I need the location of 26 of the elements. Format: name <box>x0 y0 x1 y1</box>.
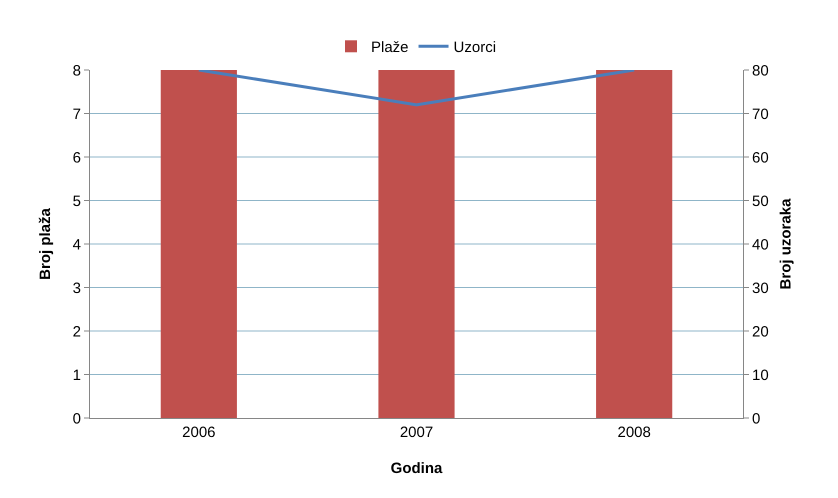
legend-label: Uzorci <box>454 39 496 56</box>
y-tick-label: 7 <box>72 106 81 123</box>
y2-tick-label: 30 <box>752 280 769 297</box>
y-tick-label: 4 <box>72 236 81 254</box>
y-tick-label: 8 <box>72 62 81 80</box>
y2-tick-label: 40 <box>752 236 769 254</box>
y-axis-title: Broj plaža <box>37 208 54 280</box>
y2-tick-label: 70 <box>752 106 769 123</box>
y2-tick-label: 50 <box>752 192 769 210</box>
y-tick-label: 3 <box>72 280 81 297</box>
y2-axis-title: Broj uzoraka <box>778 198 794 290</box>
y-tick-label: 2 <box>72 323 81 340</box>
x-tick-label: 2006 <box>182 424 216 441</box>
y2-tick-label: 80 <box>752 62 769 80</box>
y-tick-label: 5 <box>72 192 81 210</box>
y2-tick-label: 0 <box>752 410 760 428</box>
y2-tick-label: 20 <box>752 323 769 340</box>
x-tick-label: 2007 <box>400 424 434 441</box>
y-tick-label: 0 <box>72 410 81 428</box>
y-tick-label: 1 <box>72 366 81 384</box>
y-tick-label: 6 <box>72 149 81 166</box>
legend-label: Plaže <box>371 39 409 56</box>
y2-tick-label: 10 <box>752 366 769 384</box>
y2-tick-label: 60 <box>752 149 769 166</box>
x-tick-label: 2008 <box>617 424 651 441</box>
x-axis-title: Godina <box>390 460 443 477</box>
